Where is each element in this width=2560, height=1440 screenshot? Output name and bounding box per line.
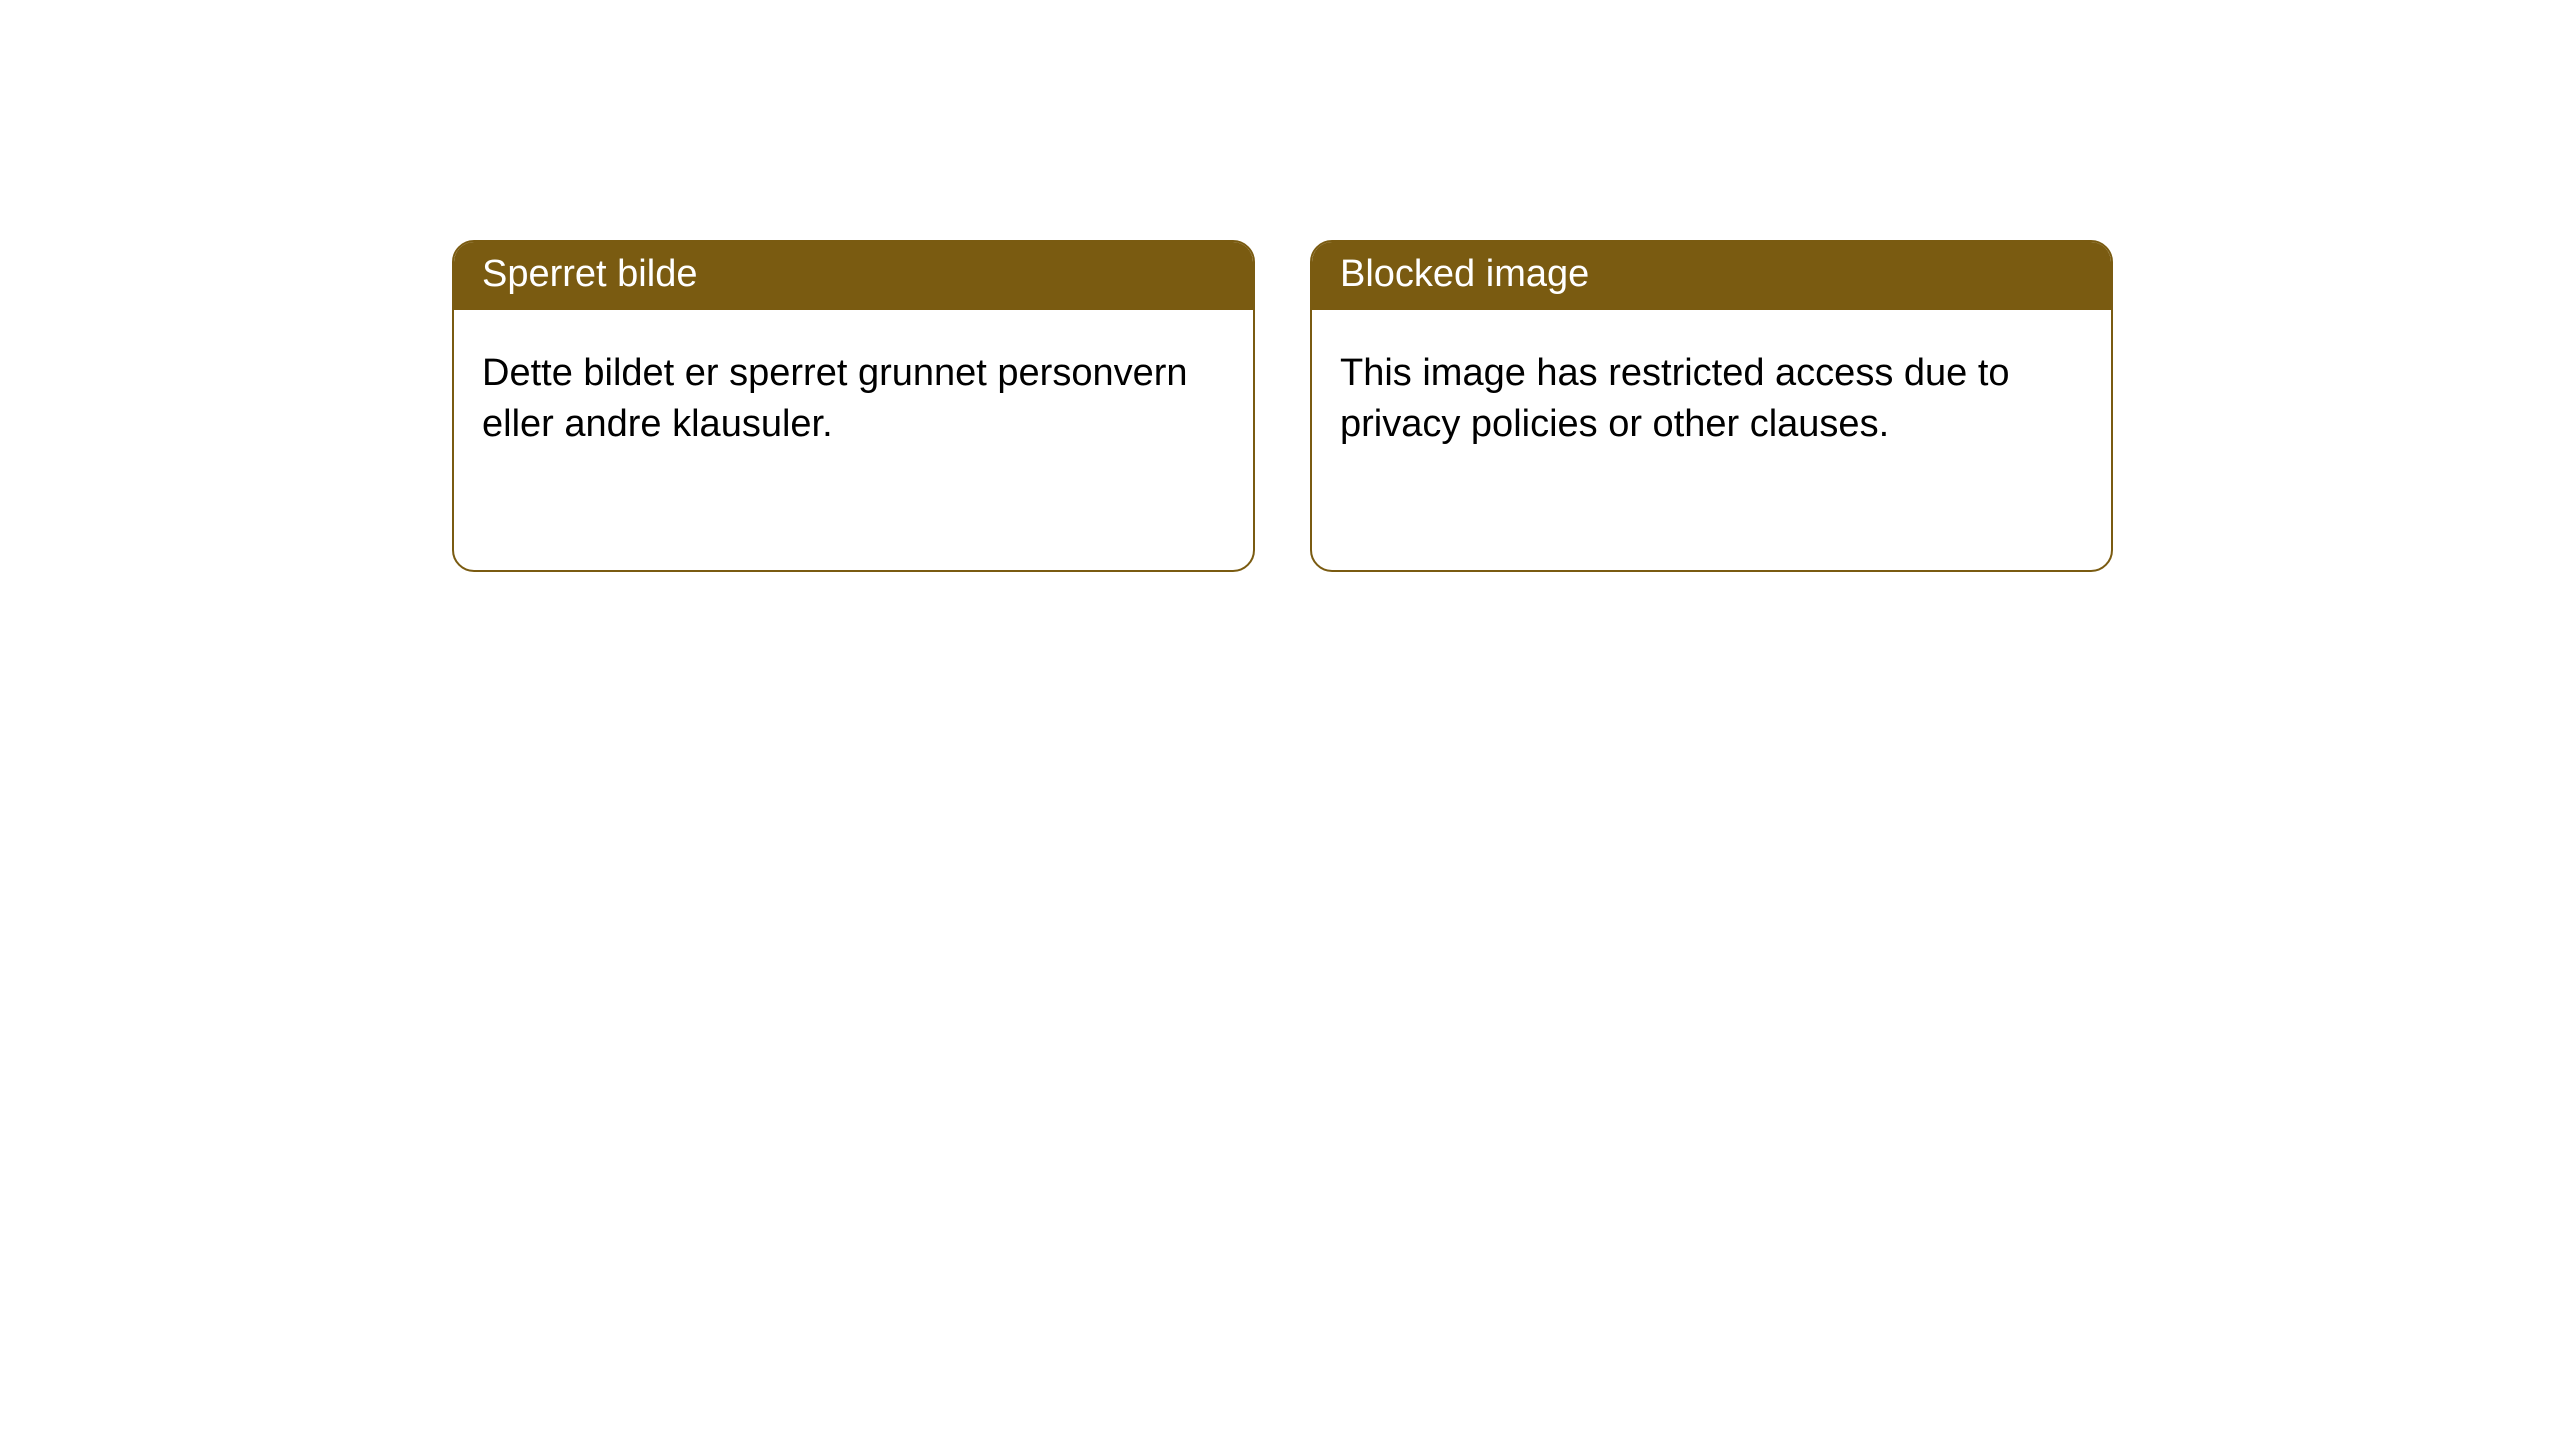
notice-card-header: Sperret bilde [454, 242, 1253, 310]
notice-card-header: Blocked image [1312, 242, 2111, 310]
notice-card-body: Dette bildet er sperret grunnet personve… [454, 310, 1253, 479]
notice-container: Sperret bilde Dette bildet er sperret gr… [0, 0, 2560, 572]
notice-card-body: This image has restricted access due to … [1312, 310, 2111, 479]
notice-card-norwegian: Sperret bilde Dette bildet er sperret gr… [452, 240, 1255, 572]
notice-card-english: Blocked image This image has restricted … [1310, 240, 2113, 572]
